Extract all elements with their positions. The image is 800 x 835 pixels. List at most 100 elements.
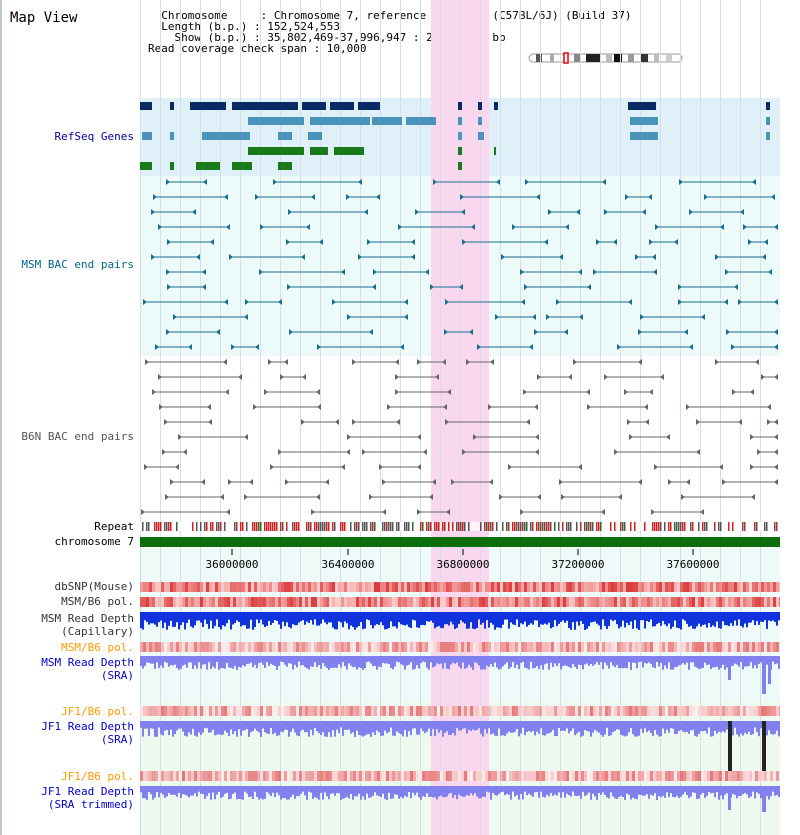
bac-end-marker xyxy=(244,494,248,500)
chromosome-label: chromosome 7 xyxy=(54,535,134,548)
polymorphism-cell xyxy=(461,582,464,592)
depth-bar xyxy=(464,656,466,669)
depth-bar xyxy=(486,656,488,666)
depth-bar xyxy=(426,721,428,732)
depth-bar xyxy=(368,721,370,735)
depth-bar xyxy=(566,721,568,729)
polymorphism-cell xyxy=(638,706,641,716)
repeat-mark xyxy=(772,522,774,531)
bac-end-marker xyxy=(624,389,628,395)
depth-bar xyxy=(554,612,556,621)
polymorphism-cell xyxy=(161,706,164,716)
depth-bar xyxy=(474,721,476,731)
repeat-mark xyxy=(434,522,436,531)
polymorphism-cell xyxy=(515,706,518,716)
repeat-mark xyxy=(568,522,570,531)
bac-end-marker xyxy=(253,404,257,410)
polymorphism-cell xyxy=(233,706,236,716)
polymorphism-cell xyxy=(575,642,578,652)
polymorphism-cell xyxy=(473,771,476,781)
bac-end-marker xyxy=(167,239,171,245)
depth-bar xyxy=(482,656,484,670)
polymorphism-cell xyxy=(596,642,599,652)
depth-bar xyxy=(596,786,598,800)
polymorphism-cell xyxy=(254,642,257,652)
polymorphism-cell xyxy=(488,597,491,607)
polymorphism-cell xyxy=(773,706,776,716)
depth-bar xyxy=(322,656,324,663)
depth-bar xyxy=(352,786,354,800)
chromosome-ideogram[interactable] xyxy=(528,52,684,64)
polymorphism-cell xyxy=(452,582,455,592)
polymorphism-cell xyxy=(302,642,305,652)
depth-bar xyxy=(670,786,672,794)
depth-bar xyxy=(770,721,772,734)
depth-bar xyxy=(466,612,468,629)
genome-tracks-svg[interactable]: 36000000 36400000 36800000 37200000 37600000 xyxy=(140,0,780,835)
depth-bar xyxy=(608,786,610,799)
bac-end-marker xyxy=(226,509,230,515)
polymorphism-cell xyxy=(641,642,644,652)
polymorphism-cell xyxy=(626,597,629,607)
repeat-mark xyxy=(554,522,556,531)
depth-bar xyxy=(636,721,638,737)
polymorphism-cell xyxy=(656,597,659,607)
repeat-mark xyxy=(178,522,180,531)
depth-bar xyxy=(176,656,178,669)
depth-bar xyxy=(398,656,400,663)
repeat-mark xyxy=(560,522,562,531)
depth-bar xyxy=(518,721,520,737)
depth-bar xyxy=(382,721,384,736)
depth-bar xyxy=(350,612,352,626)
depth-bar xyxy=(390,612,392,622)
depth-bar xyxy=(242,656,244,666)
polymorphism-cell xyxy=(563,597,566,607)
depth-bar xyxy=(430,786,432,797)
polymorphism-cell xyxy=(527,771,530,781)
depth-bar xyxy=(586,612,588,629)
depth-bar xyxy=(696,656,698,668)
polymorphism-cell xyxy=(773,642,776,652)
depth-bar xyxy=(730,612,732,624)
polymorphism-cell xyxy=(743,582,746,592)
polymorphism-cell xyxy=(542,771,545,781)
bac-end-marker xyxy=(278,299,282,305)
length-line: Length (b.p.) : 152,524,553 xyxy=(148,20,341,33)
polymorphism-cell xyxy=(770,706,773,716)
refseq-genes-label[interactable]: RefSeq Genes xyxy=(54,130,134,143)
b6n-bac-end-pairs-label[interactable]: B6N BAC end pairs xyxy=(21,430,134,443)
polymorphism-cell xyxy=(308,771,311,781)
genome-track-canvas[interactable]: 36000000 36400000 36800000 37200000 37600000 xyxy=(140,0,780,835)
depth-bar xyxy=(300,612,302,622)
depth-bar xyxy=(720,612,722,629)
depth-bar xyxy=(272,721,274,735)
depth-bar xyxy=(190,786,192,796)
polymorphism-cell xyxy=(533,642,536,652)
repeat-mark xyxy=(644,522,646,531)
repeat-mark xyxy=(290,522,292,531)
repeat-mark xyxy=(662,522,664,531)
gene-block xyxy=(766,117,770,125)
depth-bar xyxy=(596,612,598,624)
polymorphism-cell xyxy=(638,642,641,652)
depth-bar xyxy=(172,612,174,627)
depth-bar xyxy=(664,656,666,666)
depth-bar xyxy=(240,786,242,800)
depth-bar xyxy=(624,656,626,668)
depth-bar xyxy=(214,656,216,669)
polymorphism-cell xyxy=(179,642,182,652)
depth-bar xyxy=(756,656,758,669)
repeat-mark xyxy=(472,522,474,531)
depth-bar xyxy=(290,612,292,629)
depth-bar xyxy=(660,721,662,737)
depth-bar xyxy=(248,786,250,798)
depth-bar xyxy=(696,721,698,737)
bac-end-marker xyxy=(684,329,688,335)
repeat-mark xyxy=(358,522,360,531)
depth-bar xyxy=(306,721,308,733)
msm-bac-end-pairs-label[interactable]: MSM BAC end pairs xyxy=(21,258,134,271)
depth-bar xyxy=(688,656,690,670)
bac-end-marker xyxy=(208,419,212,425)
depth-bar xyxy=(656,656,658,662)
depth-bar xyxy=(184,786,186,795)
